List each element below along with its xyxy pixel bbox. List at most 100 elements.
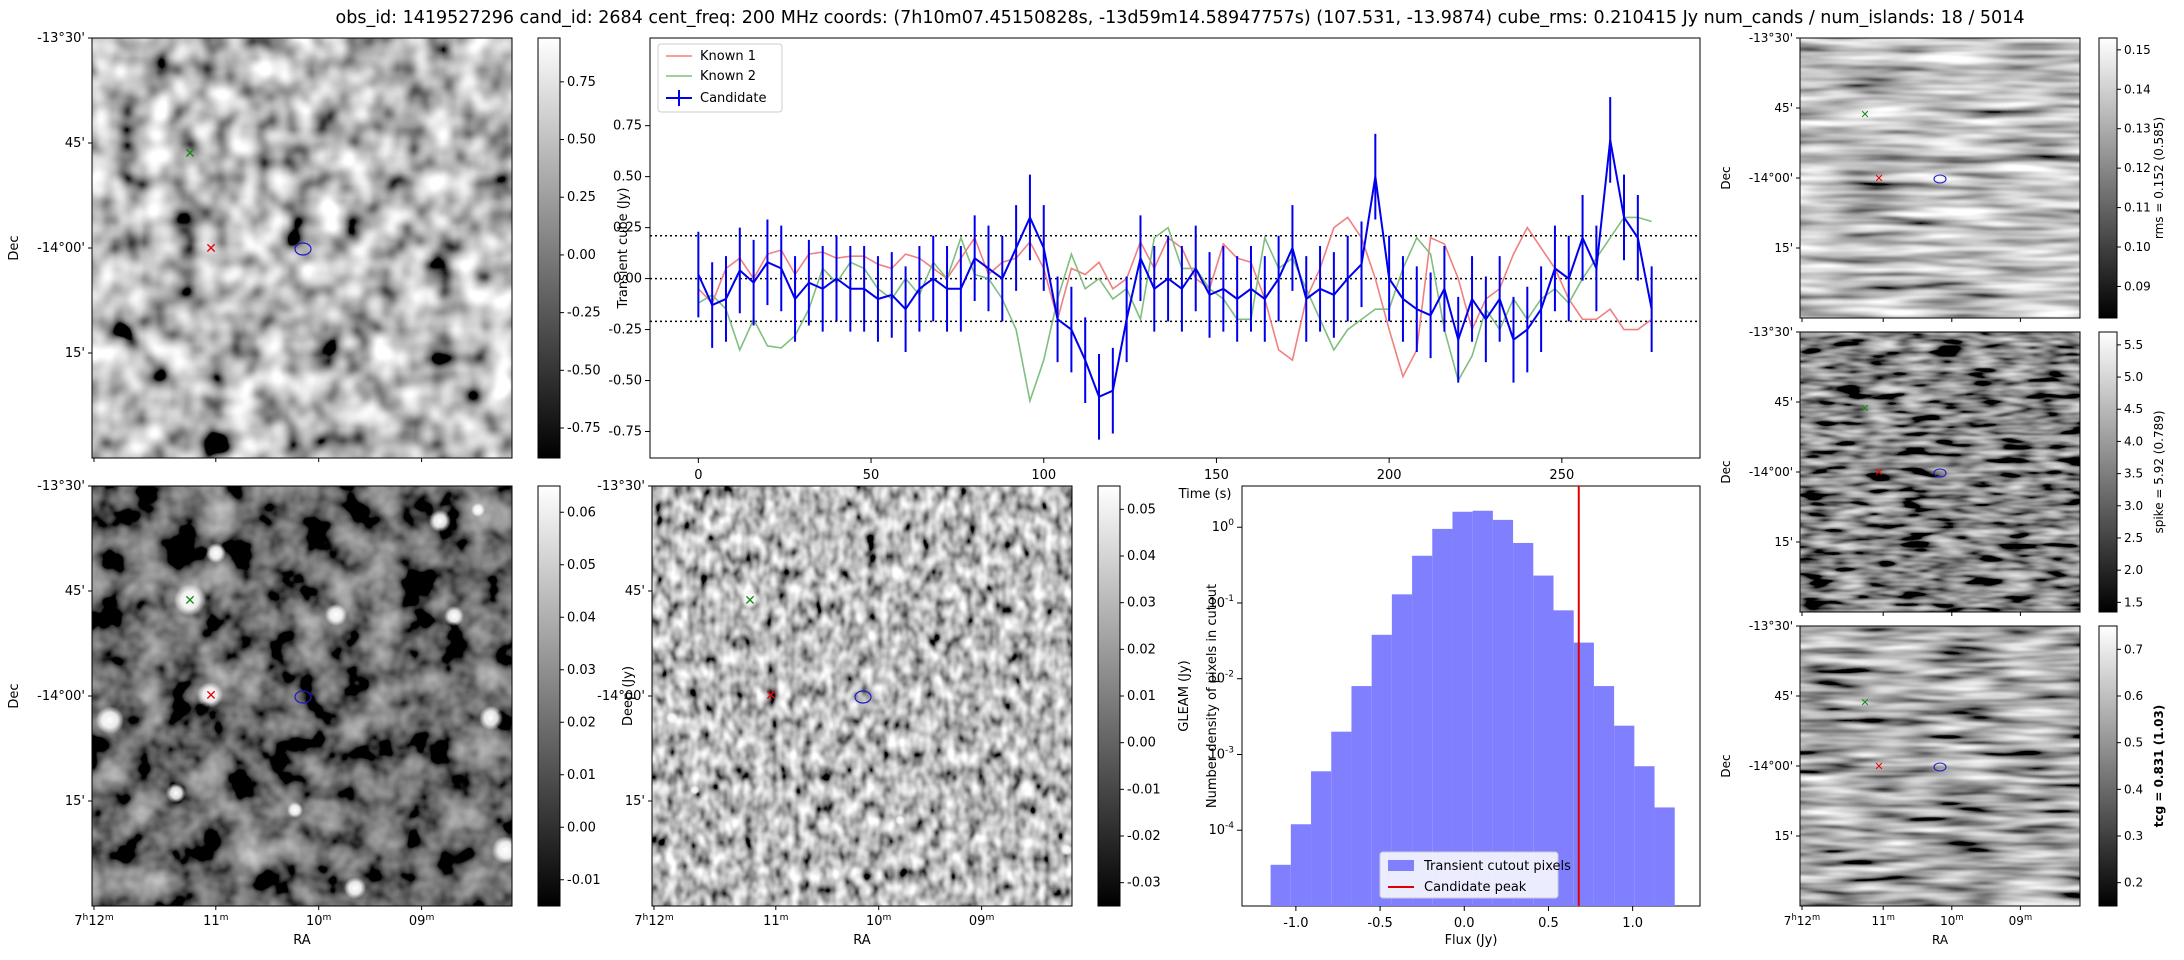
colorbar-tick-label: -0.01 <box>567 873 601 888</box>
colorbar-tick-label: 0.06 <box>567 505 596 520</box>
histogram-bar <box>1391 594 1413 906</box>
colorbar-tick-label: 0.04 <box>1127 549 1156 564</box>
colorbar-tick-label: 0.03 <box>567 663 596 678</box>
dec-tick-label: 15' <box>625 794 645 809</box>
deep-source <box>287 802 303 818</box>
series-line-known2 <box>697 216 1652 405</box>
known1-marker-icon: ✕ <box>1860 108 1869 121</box>
x-tick-label: -1.0 <box>1283 916 1308 931</box>
colorbar-label: tcg = 0.831 (1.03) <box>2152 705 2166 828</box>
deep-source <box>471 503 485 517</box>
dec-tick-label: -14°00' <box>1749 759 1793 773</box>
colorbar-tick-label: 0.01 <box>1127 689 1156 704</box>
known-ellipse-icon <box>854 690 872 704</box>
colorbar-tick-label: 0.00 <box>567 820 596 835</box>
colorbar-label: rms = 0.152 (0.585) <box>2152 117 2166 239</box>
dec-tick-label: 45' <box>625 584 645 599</box>
series-line-known1 <box>697 216 1653 379</box>
deep-source <box>206 543 226 563</box>
deep-source <box>174 584 206 616</box>
tcg-image-panel: ✕ ✕ <box>1799 625 2081 907</box>
histogram-bar <box>1270 864 1291 906</box>
colorbar-tick-label: 0.02 <box>567 715 596 730</box>
colorbar-tick-label: -0.75 <box>567 421 601 436</box>
dec-tick-label: 15' <box>1774 241 1793 255</box>
dec-tick-label: -14°00' <box>597 689 645 704</box>
deep-source <box>492 836 520 864</box>
ra-axis-label: RA <box>293 933 311 948</box>
dec-tick-label: 45' <box>1774 395 1793 409</box>
dec-tick-label: 45' <box>65 584 85 599</box>
deep-source <box>96 706 124 734</box>
ra-axis-label: RA <box>853 933 871 948</box>
colorbar-tick-label: 0.4 <box>2124 782 2143 796</box>
gleam-colorbar: 0.05 0.04 0.03 0.02 0.01 0.00 -0.01 -0.02 -0.03 G… <box>1097 485 1192 907</box>
known1-marker-icon: ✕ <box>184 593 196 609</box>
deep-colorbar: 0.06 0.05 0.04 0.03 0.02 0.01 0.00 -0.01 Deep (J… <box>537 485 636 907</box>
histogram-bar <box>1573 642 1594 906</box>
y-tick-label: 10-2 <box>1208 670 1234 687</box>
histogram-bar <box>1634 766 1655 906</box>
dec-tick-label: 15' <box>65 346 85 361</box>
dec-tick-label: -13°30' <box>597 479 645 494</box>
gleam-image-panel: ✕ ✕ <box>651 485 1073 907</box>
legend-label-peak: Candidate peak <box>1424 880 1527 895</box>
colorbar-tick-label: -0.03 <box>1127 876 1161 891</box>
dec-axis-label: Dec <box>1719 460 1733 483</box>
ra-tick-label: 11m <box>1871 912 1894 928</box>
x-tick-label: 150 <box>1204 468 1229 483</box>
deep-image-panel: ✕ ✕ <box>91 485 520 907</box>
colorbar-tick-label: 2.5 <box>2124 531 2143 545</box>
y-tick-label: -0.25 <box>608 323 642 338</box>
colorbar-label: GLEAM (Jy) <box>1177 660 1192 731</box>
ra-tick-label: 7h12m <box>1784 912 1820 928</box>
deep-source <box>166 783 186 803</box>
colorbar-tick-label: 0.7 <box>2124 642 2143 656</box>
histogram-bar <box>1654 807 1675 906</box>
colorbar-tick-label: 0.10 <box>2124 240 2151 254</box>
colorbar-tick-label: 0.12 <box>2124 161 2151 175</box>
dec-axis-label: Dec <box>7 235 22 260</box>
known1-marker-icon: ✕ <box>1860 696 1869 709</box>
histogram-bar <box>1614 725 1635 906</box>
gleam-source <box>741 591 759 609</box>
dec-tick-label: 45' <box>1774 101 1793 115</box>
histogram-bar <box>1351 686 1372 906</box>
known-ellipse-icon <box>1933 174 1947 184</box>
x-tick-label: 0.0 <box>1454 916 1475 931</box>
lightcurve-xlabel: Time (s) <box>1178 487 1232 502</box>
known-ellipse-icon <box>294 242 312 256</box>
colorbar-tick-label: 0.09 <box>2124 279 2151 293</box>
x-tick-label: -0.5 <box>1367 916 1392 931</box>
x-tick-label: 0 <box>694 468 702 483</box>
legend-label-known2: Known 2 <box>700 69 756 84</box>
ra-tick-label: 7h12m <box>634 913 674 929</box>
colorbar-tick-label: 1.5 <box>2124 595 2143 609</box>
ra-tick-label: 11m <box>763 913 789 929</box>
spike-image-panel: ✕ ✕ <box>1799 331 2081 613</box>
x-tick-label: 50 <box>863 468 880 483</box>
deep-image-pixels <box>92 486 512 906</box>
ra-tick-label: 09m <box>409 913 435 929</box>
dec-tick-label: -14°00' <box>37 689 85 704</box>
ra-tick-label: 10m <box>306 913 332 929</box>
lightcurve-plot: 0 50 100 150 200 250 -0.75 -0.50 -0.25 0.00 0.25 0.… <box>608 37 1701 502</box>
histogram-xlabel: Flux (Jy) <box>1445 933 1498 948</box>
colorbar-tick-label: 0.03 <box>1127 596 1156 611</box>
known1-marker-icon: ✕ <box>184 146 196 162</box>
legend-swatch-candidate <box>666 90 692 106</box>
series-line-candidate <box>697 139 1653 399</box>
lightcurve-ylabel: Transient cube (Jy) <box>616 188 631 310</box>
histogram-bar <box>1492 519 1514 906</box>
dec-tick-label: 15' <box>65 794 85 809</box>
rms-colorbar: 0.15 0.14 0.13 0.12 0.11 0.10 0.09 rms = 0.152 … <box>2098 37 2166 319</box>
ra-tick-label: 11m <box>203 913 229 929</box>
colorbar-tick-label: 0.6 <box>2124 689 2143 703</box>
dec-axis-label: Dec <box>1719 166 1733 189</box>
ra-tick-label: 10m <box>1940 912 1963 928</box>
flux-histogram-plot: -1.0 -0.5 0.0 0.5 1.0 100 10-1 10-2 10-3 10-4 Flu… <box>1205 485 1701 948</box>
transient-colorbar: 0.75 0.50 0.25 0.00 -0.25 -0.50 -0.75 <box>537 37 601 459</box>
gleam-source <box>690 785 700 795</box>
x-tick-label: 250 <box>1549 468 1574 483</box>
